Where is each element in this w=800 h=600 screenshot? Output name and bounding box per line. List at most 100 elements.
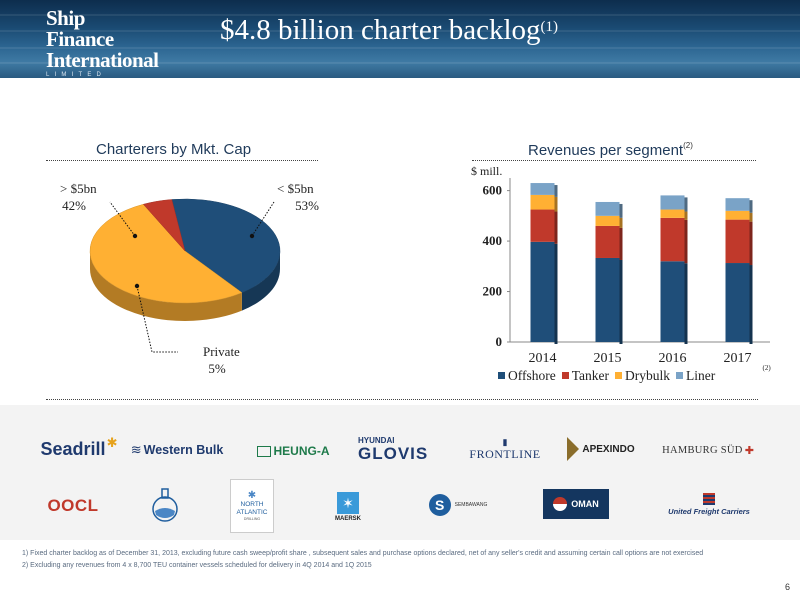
pie-leader-line	[136, 285, 178, 353]
drilling-logo-text: DRILLING	[243, 516, 261, 521]
north-logo-text: NORTH	[240, 500, 264, 508]
pie-section-title: Charterers by Mkt. Cap	[96, 141, 252, 158]
charterer-logos-band: Seadrill ✱ ≋ Western Bulk HEUNG-A HYUNDA…	[0, 405, 800, 540]
apexindo-logo: APEXINDO	[562, 433, 640, 465]
bar-legend-label: Offshore	[508, 368, 556, 383]
bar-segment	[725, 219, 753, 266]
logo-line1: Ship Finance	[46, 6, 114, 51]
page-title-footnote-ref: (1)	[540, 19, 559, 35]
bar-category-label: 2015	[594, 351, 622, 366]
footnote-1: 1) Fixed charter backlog as of December …	[22, 550, 704, 557]
bar-segment	[530, 241, 558, 344]
bar-segment	[595, 215, 623, 228]
footnotes: 1) Fixed charter backlog as of December …	[22, 548, 703, 572]
bar-segment	[660, 209, 688, 220]
pie-leader-line	[251, 201, 275, 237]
bar-section-title: Revenues per segment(2)	[528, 141, 693, 159]
pie-chart: > $5bn 42% < $5bn 53% Private 5%	[60, 181, 319, 376]
bar-legend-label: Drybulk	[625, 368, 671, 383]
bar-category-label: 2016	[659, 351, 687, 366]
oocl-logo: OOCL	[44, 493, 102, 519]
page-number: 6	[784, 582, 790, 592]
pie-slice-label: < $5bn	[277, 181, 314, 196]
pie-slice	[171, 198, 281, 293]
bar-segment	[725, 263, 753, 344]
frontline-logo-text: FRONTLINE	[469, 446, 541, 461]
ufc-logo-text: United Freight Carriers	[668, 506, 750, 516]
section-divider	[46, 399, 758, 400]
bar-unit-label: $ mill.	[471, 164, 503, 178]
round-flask-logo	[148, 485, 182, 525]
seadrill-logo-text: Seadrill	[40, 438, 106, 459]
glovis-logo-text: GLOVIS	[358, 443, 429, 463]
bar-legend-item: Liner	[676, 368, 715, 384]
bar-section-title-footnote-ref: (2)	[683, 141, 693, 150]
oman-logo: OMAN	[543, 489, 609, 519]
maersk-star-icon: ✶	[337, 492, 359, 514]
pie-leader-dot	[132, 233, 138, 239]
pie-slice-side	[90, 251, 242, 321]
ufc-flag-icon	[703, 492, 715, 505]
pie-title-divider	[46, 160, 318, 161]
bar-legend-swatch	[498, 372, 505, 379]
pie-leader-dot	[249, 233, 255, 239]
header-banner: Ship Finance International LIMITED $4.8 …	[0, 0, 800, 78]
seadrill-logo: Seadrill ✱	[40, 433, 118, 465]
sembawang-logo-text: SEMBAWANG	[454, 502, 488, 508]
pie-slice-label: > $5bn	[60, 181, 97, 196]
lighthouse-icon: ▮	[502, 436, 508, 447]
apexindo-logo-text: APEXINDO	[582, 443, 635, 455]
bar-y-tick-label: 0	[496, 334, 503, 349]
bar-legend: Offshore Tanker Drybulk Liner	[498, 368, 721, 384]
bar-segment	[660, 195, 688, 212]
western-bulk-logo-text: Western Bulk	[143, 443, 224, 457]
atlantic-logo-text: ATLANTIC	[236, 508, 268, 516]
snowflake-icon: ✱	[247, 489, 257, 501]
frontline-logo: ▮ FRONTLINE	[469, 433, 541, 465]
bar-legend-label: Liner	[686, 368, 716, 383]
logo-line3: LIMITED	[46, 72, 107, 78]
waves-icon: ≋	[130, 442, 142, 457]
oocl-logo-text: OOCL	[47, 496, 99, 515]
hamburg-sud-logo: HAMBURG SÜD ✚	[660, 439, 756, 461]
united-freight-carriers-logo: United Freight Carriers	[656, 487, 762, 521]
bar-segment	[595, 257, 623, 344]
oman-flag-icon	[553, 497, 568, 511]
pie-slice	[89, 203, 243, 304]
bar-section-title-text: Revenues per segment	[528, 142, 684, 159]
bar-y-tick-label: 600	[483, 183, 503, 198]
apexindo-mark-icon	[567, 437, 580, 461]
bar-segment	[530, 194, 558, 212]
bar-segment	[660, 261, 688, 344]
pie-slice-percent: 53%	[295, 198, 319, 213]
bar-category-footnote-ref: (2)	[763, 364, 772, 372]
page-title: $4.8 billion charter backlog(1)	[220, 14, 558, 47]
bar-chart: 0 200 400 600 2014 2015 2016 2017 (2)	[483, 178, 771, 372]
flag-icon	[256, 445, 271, 457]
footnote-2: 2) Excluding any revenues from 4 x 8,700…	[22, 562, 372, 569]
oman-logo-text: OMAN	[571, 499, 599, 509]
north-atlantic-drilling-logo: ✱ NORTH ATLANTIC DRILLING	[230, 479, 274, 533]
bar-segment	[725, 210, 753, 222]
logo-line2: International	[46, 48, 159, 72]
company-logo: Ship Finance International LIMITED	[46, 6, 159, 79]
bar-category-label: 2017	[724, 351, 752, 366]
bar-segment	[595, 201, 623, 218]
pie-slice-percent: 42%	[62, 198, 86, 213]
hyundai-logo-text: HYUNDAI	[358, 435, 395, 445]
bar-legend-item: Tanker	[561, 368, 610, 384]
bar-segment	[530, 209, 558, 244]
s-mark-icon: S	[428, 494, 451, 516]
bar-legend-label: Tanker	[571, 368, 610, 383]
hamburg-sud-logo-text: HAMBURG SÜD	[662, 444, 743, 456]
pie-slice-percent: 5%	[208, 361, 226, 376]
bar-y-tick-label: 200	[483, 284, 503, 299]
pie-slice-label: Private	[203, 344, 240, 359]
maersk-logo-text: MAERSK	[334, 516, 361, 522]
star-icon: ✱	[106, 435, 118, 450]
pie-slice	[142, 199, 186, 252]
bar-segment	[660, 217, 688, 264]
bar-legend-item: Offshore	[498, 368, 556, 384]
pie-leader-line	[109, 201, 136, 237]
page-title-text: $4.8 billion charter backlog	[220, 14, 541, 46]
